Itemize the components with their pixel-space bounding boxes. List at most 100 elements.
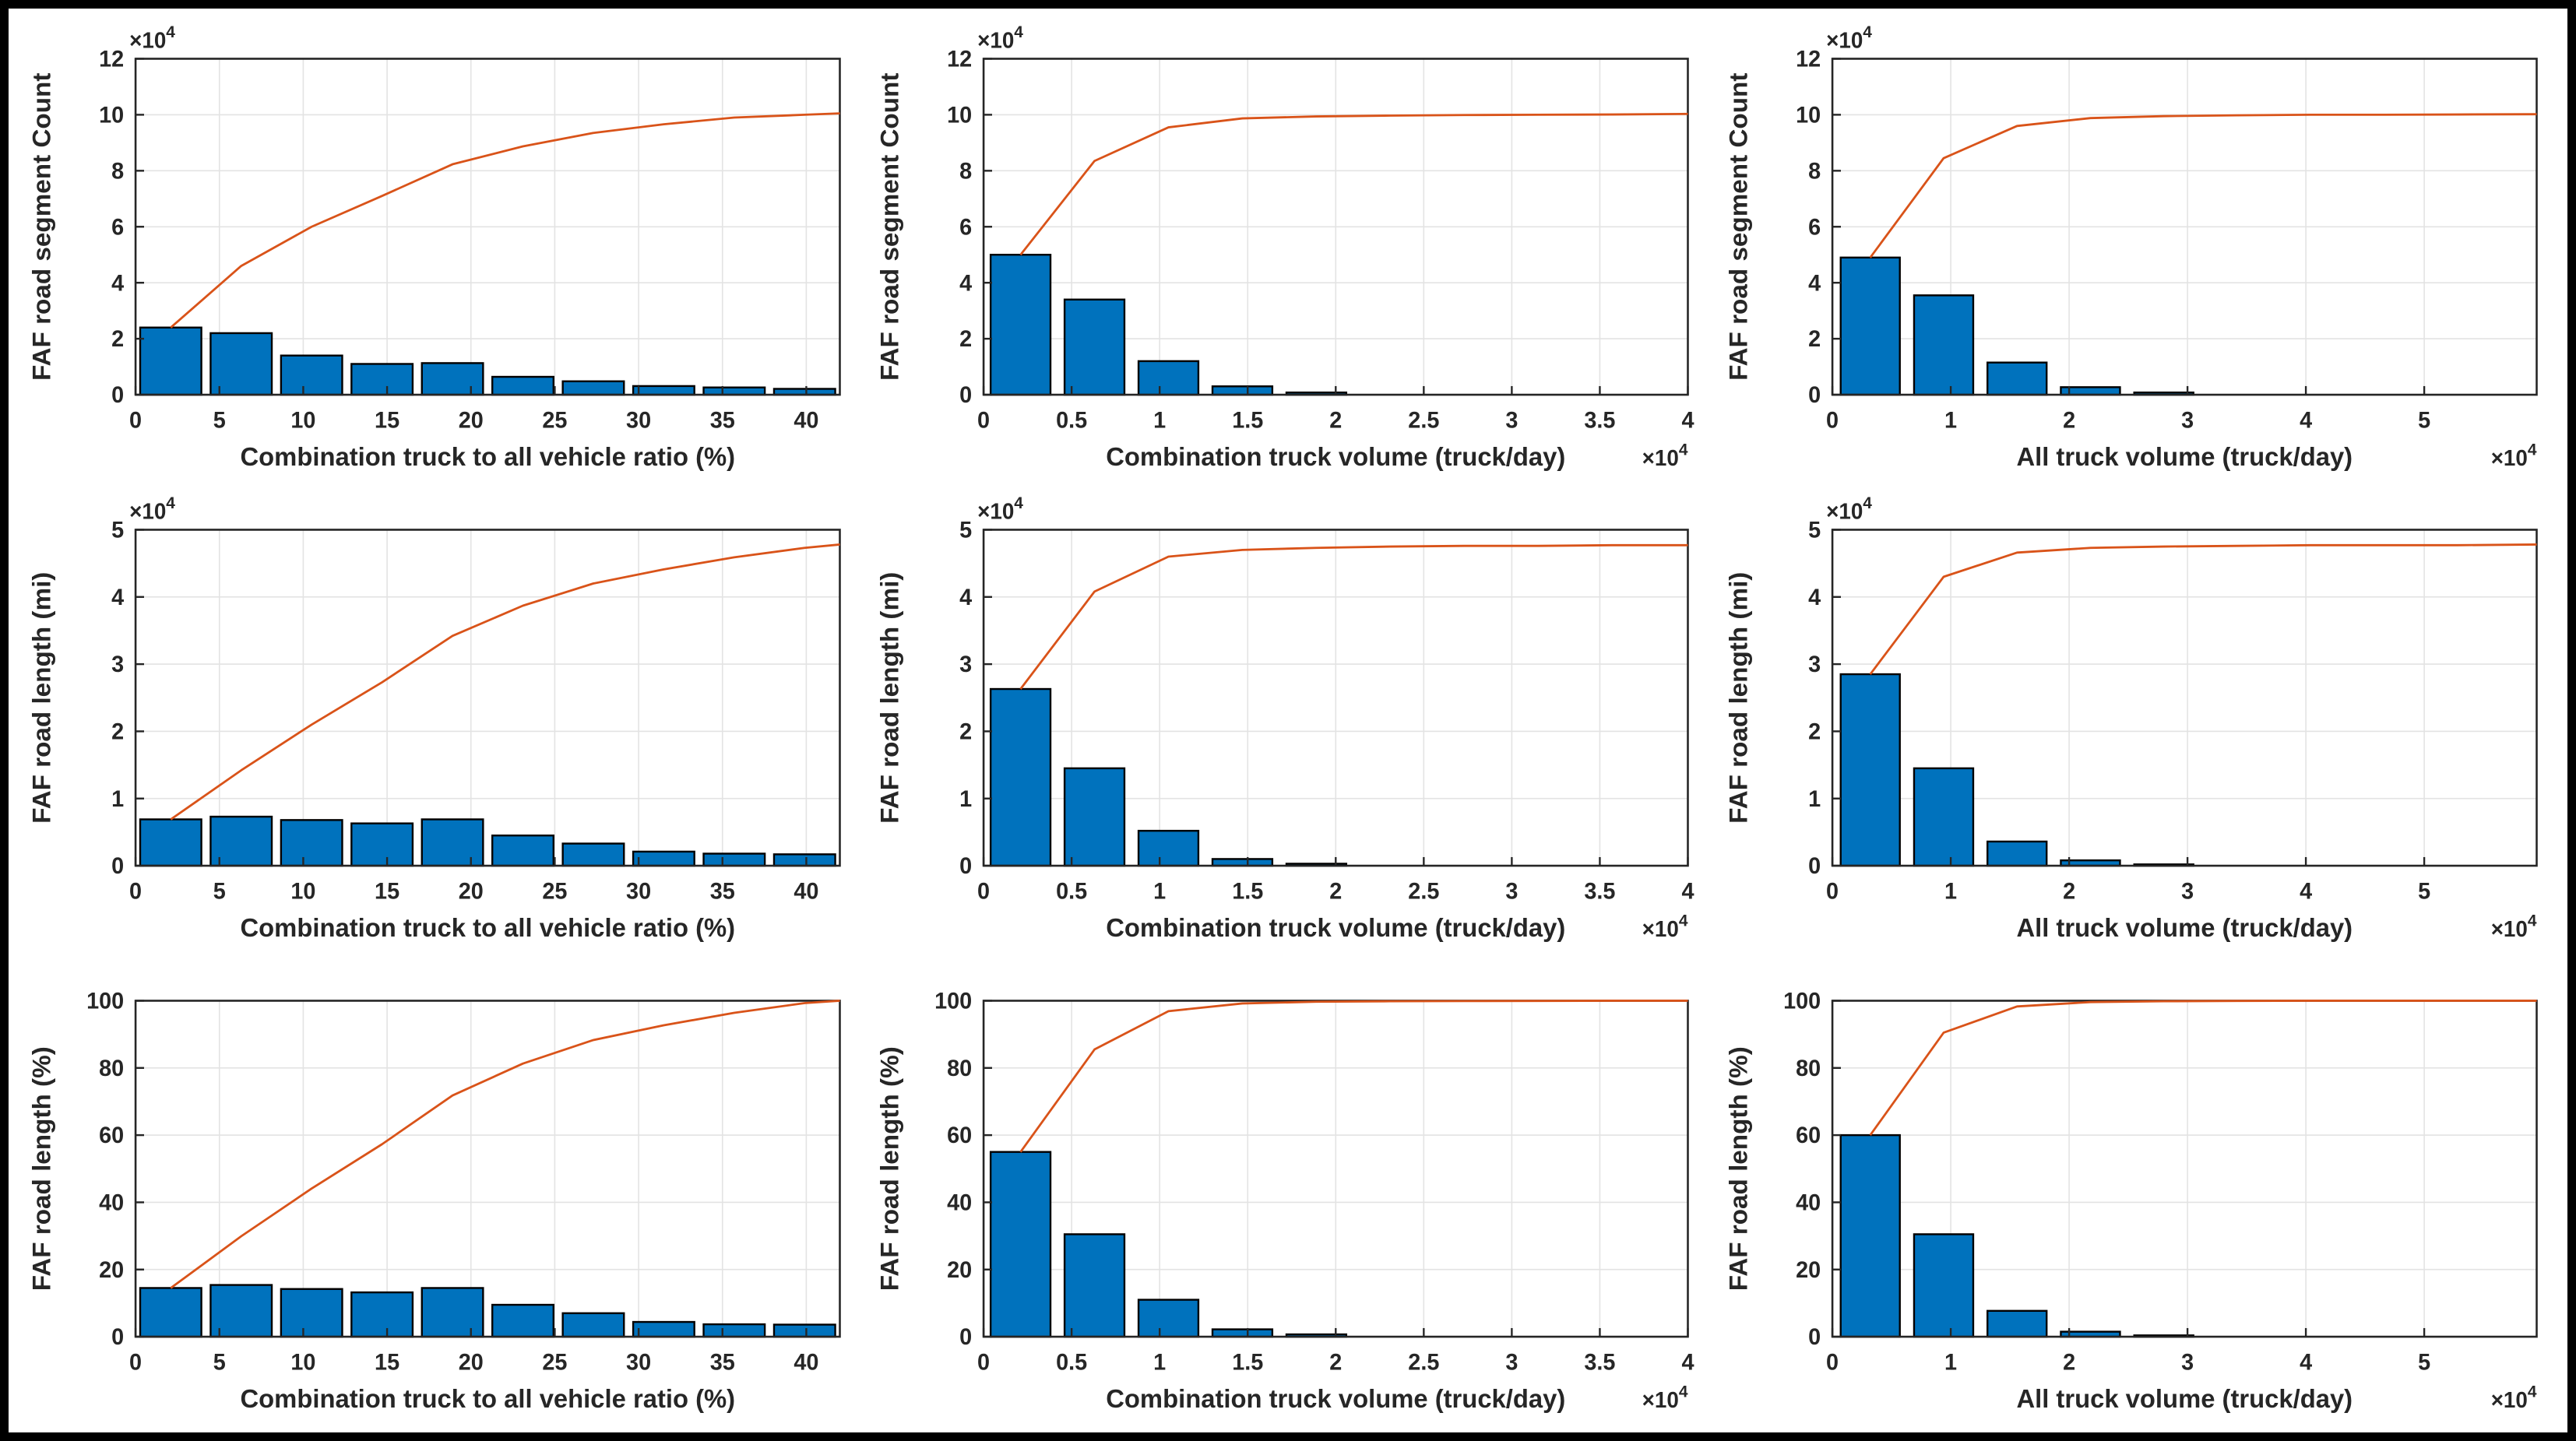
- svg-text:5: 5: [213, 408, 226, 433]
- svg-text:×104: ×104: [977, 23, 1023, 52]
- chart-road-length-mi-vs-combination-truck-volume: 0 0.5 1 1.5 2 2.5 3 3.5 4 0 1 2 3 4 5 Combination truck…: [867, 486, 1708, 955]
- svg-text:1: 1: [1153, 408, 1166, 433]
- svg-text:2: 2: [1330, 879, 1343, 904]
- chart-segment-count-vs-all-truck-volume: 0 1 2 3 4 5 0 2 4 6 8 10 12 All truck volume (truck/d…: [1716, 15, 2557, 484]
- svg-text:3.5: 3.5: [1585, 408, 1616, 433]
- svg-text:6: 6: [1808, 215, 1821, 240]
- svg-text:5: 5: [111, 518, 124, 543]
- svg-text:3.5: 3.5: [1585, 879, 1616, 904]
- svg-text:3: 3: [2181, 1350, 2194, 1375]
- chart-svg: 0 1 2 3 4 5 0 20 40 60 80 100 All truck volume (truc…: [1724, 989, 2538, 1413]
- svg-text:35: 35: [710, 408, 735, 433]
- svg-text:0: 0: [129, 1350, 142, 1375]
- svg-text:4: 4: [1682, 408, 1694, 433]
- svg-text:2: 2: [111, 719, 124, 744]
- svg-text:15: 15: [375, 879, 399, 904]
- svg-text:4: 4: [1682, 1350, 1694, 1375]
- svg-text:60: 60: [1796, 1123, 1821, 1148]
- chart-road-length-pct-vs-combination-truck-volume: 0 0.5 1 1.5 2 2.5 3 3.5 4 0 20 40 60 80 100 Combination…: [867, 957, 1708, 1426]
- svg-text:20: 20: [99, 1258, 124, 1283]
- svg-text:20: 20: [459, 1350, 484, 1375]
- svg-text:35: 35: [710, 879, 735, 904]
- svg-text:25: 25: [542, 408, 567, 433]
- svg-text:40: 40: [794, 879, 818, 904]
- svg-text:3: 3: [1506, 1350, 1519, 1375]
- chart-svg: 0 5 10 15 20 25 30 35 40 0 20 40 60 80 100 Combination …: [27, 989, 841, 1413]
- svg-text:FAF road length (mi): FAF road length (mi): [27, 572, 56, 824]
- svg-text:FAF road length (%): FAF road length (%): [1724, 1046, 1753, 1291]
- svg-text:2: 2: [2063, 1350, 2075, 1375]
- svg-text:0: 0: [977, 408, 990, 433]
- svg-text:3: 3: [2181, 408, 2194, 433]
- chart-svg: 0 5 10 15 20 25 30 35 40 0 1 2 3 4 5 Combination truck …: [27, 494, 841, 942]
- svg-text:1: 1: [1808, 787, 1821, 812]
- svg-text:0: 0: [959, 383, 972, 408]
- svg-text:5: 5: [2418, 1350, 2430, 1375]
- svg-text:10: 10: [99, 103, 124, 128]
- svg-text:1: 1: [1153, 879, 1166, 904]
- svg-text:Combination truck to all vehic: Combination truck to all vehicle ratio (…: [240, 913, 735, 942]
- svg-text:0: 0: [1808, 854, 1821, 879]
- svg-text:60: 60: [947, 1123, 972, 1148]
- chart-svg: 0 5 10 15 20 25 30 35 40 0 2 4 6 8 10 12 Combination tru…: [27, 23, 841, 471]
- svg-text:3: 3: [1506, 408, 1519, 433]
- chart-road-length-mi-vs-all-truck-volume: 0 1 2 3 4 5 0 1 2 3 4 5 All truck volume (truck/day)…: [1716, 486, 2557, 955]
- svg-text:Combination truck volume (truc: Combination truck volume (truck/day): [1107, 913, 1566, 942]
- svg-text:FAF road length (%): FAF road length (%): [27, 1046, 56, 1291]
- svg-text:40: 40: [794, 408, 818, 433]
- svg-text:×104: ×104: [2490, 1383, 2536, 1412]
- svg-text:1.5: 1.5: [1233, 408, 1264, 433]
- svg-text:0: 0: [977, 879, 990, 904]
- svg-text:40: 40: [947, 1190, 972, 1215]
- svg-text:FAF road segment Count: FAF road segment Count: [1724, 73, 1753, 381]
- svg-text:3: 3: [1506, 879, 1519, 904]
- svg-text:0: 0: [111, 383, 124, 408]
- svg-text:2: 2: [1808, 327, 1821, 352]
- svg-text:2: 2: [111, 327, 124, 352]
- svg-text:5: 5: [213, 1350, 226, 1375]
- svg-text:40: 40: [794, 1350, 818, 1375]
- svg-text:×104: ×104: [2490, 912, 2536, 941]
- svg-text:30: 30: [626, 1350, 651, 1375]
- svg-text:8: 8: [959, 159, 972, 184]
- svg-text:3: 3: [1808, 652, 1821, 677]
- svg-text:80: 80: [947, 1056, 972, 1081]
- svg-text:0: 0: [129, 408, 142, 433]
- svg-text:20: 20: [1796, 1258, 1821, 1283]
- svg-text:20: 20: [459, 408, 484, 433]
- svg-text:5: 5: [2418, 408, 2430, 433]
- svg-text:×104: ×104: [1642, 441, 1688, 470]
- chart-grid: 0 5 10 15 20 25 30 35 40 0 2 4 6 8 10 12 Combination tru…: [19, 15, 2557, 1426]
- chart-road-length-mi-vs-truck-ratio: 0 5 10 15 20 25 30 35 40 0 1 2 3 4 5 Combination truck …: [19, 486, 860, 955]
- svg-text:80: 80: [99, 1056, 124, 1081]
- svg-text:1: 1: [1944, 1350, 1957, 1375]
- svg-text:0: 0: [1808, 1325, 1821, 1350]
- svg-text:2: 2: [2063, 879, 2075, 904]
- svg-text:8: 8: [111, 159, 124, 184]
- svg-text:30: 30: [626, 408, 651, 433]
- svg-text:0: 0: [129, 879, 142, 904]
- svg-text:3: 3: [2181, 879, 2194, 904]
- svg-text:Combination truck volume (truc: Combination truck volume (truck/day): [1107, 442, 1566, 471]
- svg-text:All truck volume (truck/day): All truck volume (truck/day): [2016, 1384, 2353, 1413]
- chart-segment-count-vs-truck-ratio: 0 5 10 15 20 25 30 35 40 0 2 4 6 8 10 12 Combination tru…: [19, 15, 860, 484]
- svg-text:12: 12: [947, 47, 972, 72]
- svg-text:4: 4: [2300, 408, 2312, 433]
- svg-text:6: 6: [111, 215, 124, 240]
- svg-text:0: 0: [977, 1350, 990, 1375]
- svg-text:2: 2: [1808, 719, 1821, 744]
- svg-text:10: 10: [290, 879, 315, 904]
- svg-text:25: 25: [542, 1350, 567, 1375]
- svg-text:Combination truck to all vehic: Combination truck to all vehicle ratio (…: [240, 1384, 735, 1413]
- svg-text:All truck volume (truck/day): All truck volume (truck/day): [2016, 442, 2353, 471]
- svg-text:8: 8: [1808, 159, 1821, 184]
- svg-text:×104: ×104: [1826, 23, 1872, 52]
- svg-text:0: 0: [111, 854, 124, 879]
- svg-text:0.5: 0.5: [1056, 1350, 1087, 1375]
- svg-text:Combination truck volume (truc: Combination truck volume (truck/day): [1107, 1384, 1566, 1413]
- svg-text:35: 35: [710, 1350, 735, 1375]
- svg-text:1: 1: [111, 787, 124, 812]
- svg-text:2: 2: [2063, 408, 2075, 433]
- svg-text:40: 40: [99, 1190, 124, 1215]
